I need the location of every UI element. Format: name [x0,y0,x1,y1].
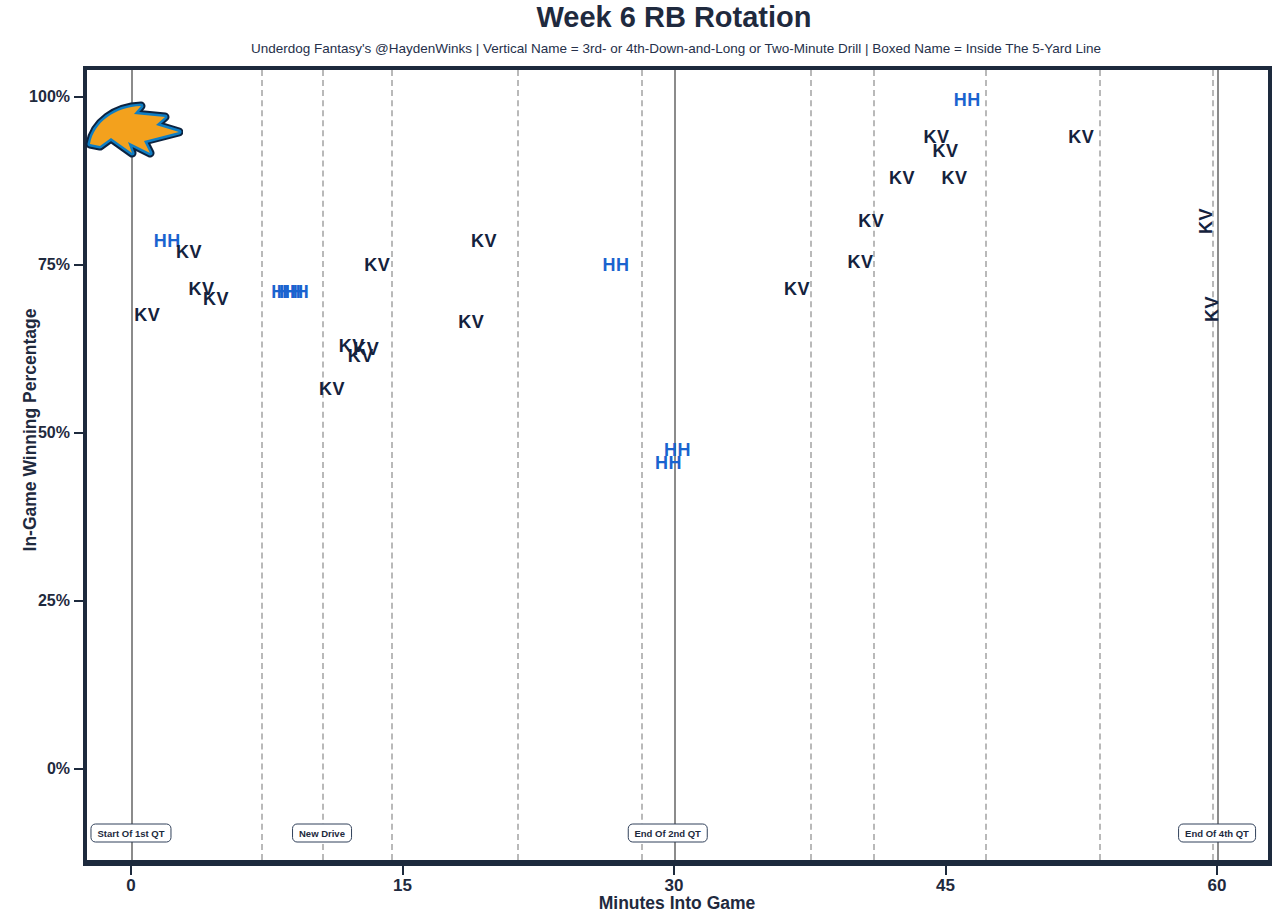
data-point-hh: HH [954,91,981,109]
data-point-kv: KV [1203,296,1221,322]
y-tick-mark [74,264,83,266]
y-tick-label: 0% [0,759,70,779]
x-tick-label: 0 [126,876,135,896]
data-point-kv: KV [364,256,390,274]
data-point-hh: HH [664,441,691,459]
x-tick-mark [130,866,132,875]
x-tick-mark [1216,866,1218,875]
data-point-hh: HH [603,256,630,274]
y-tick-label: 50% [0,423,70,443]
gridline-new-drive [517,70,519,860]
data-point-kv: KV [942,169,968,187]
y-tick-label: 75% [0,255,70,275]
data-point-hh: HH [282,283,309,301]
annotation-box: End Of 4th QT [1178,824,1256,843]
gridline-quarter [1217,70,1219,860]
gridline-new-drive [873,70,875,860]
data-point-kv: KV [889,169,915,187]
data-point-kv: KV [319,380,345,398]
data-point-kv: KV [847,253,873,271]
plot-area: KVHHKVKVKVHHHHHHKVKVKVKVKVKVKVHHHHHHKVKV… [83,66,1272,866]
gridline-new-drive [641,70,643,860]
page-subtitle: Underdog Fantasy's @HaydenWinks | Vertic… [251,41,1101,56]
y-tick-mark [74,96,83,98]
x-tick-label: 60 [1208,876,1227,896]
data-point-kv: KV [784,280,810,298]
x-tick-label: 45 [936,876,955,896]
data-point-kv: KV [858,212,884,230]
gridline-quarter [131,70,133,860]
y-tick-mark [74,768,83,770]
y-tick-mark [74,432,83,434]
x-tick-mark [945,866,947,875]
x-axis-title: Minutes Into Game [599,893,756,914]
gridline-new-drive [322,70,324,860]
y-tick-mark [74,600,83,602]
page-title: Week 6 RB Rotation [536,1,811,34]
data-point-kv: KV [932,142,958,160]
x-tick-mark [673,866,675,875]
data-point-kv: KV [134,306,160,324]
gridline-new-drive [1212,70,1214,860]
gridline-new-drive [391,70,393,860]
data-point-kv: KV [203,290,229,308]
x-tick-mark [402,866,404,875]
annotation-box: New Drive [292,824,352,843]
gridline-new-drive [261,70,263,860]
data-point-kv: KV [458,313,484,331]
annotation-box: End Of 2nd QT [627,824,708,843]
data-point-kv: KV [471,232,497,250]
data-point-kv: KV [176,243,202,261]
annotation-box: Start Of 1st QT [90,824,171,843]
chart-canvas: Week 6 RB Rotation Underdog Fantasy's @H… [0,0,1279,921]
gridline-new-drive [810,70,812,860]
data-point-kv: KV [353,340,379,358]
y-tick-label: 100% [0,87,70,107]
y-tick-label: 25% [0,591,70,611]
data-point-kv: KV [1068,128,1094,146]
gridline-new-drive [1099,70,1101,860]
chargers-bolt-logo [83,98,183,166]
data-point-kv: KV [1197,208,1215,234]
x-tick-label: 15 [393,876,412,896]
gridline-new-drive [985,70,987,860]
